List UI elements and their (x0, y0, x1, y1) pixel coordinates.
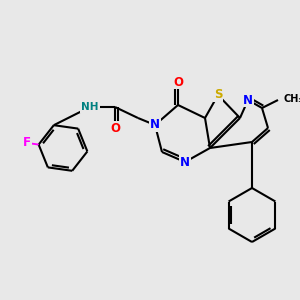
Text: O: O (173, 76, 183, 88)
Text: O: O (110, 122, 120, 134)
Text: NH: NH (81, 102, 99, 112)
Text: F: F (23, 136, 32, 149)
Text: S: S (214, 88, 222, 101)
Text: CH₃: CH₃ (284, 94, 300, 103)
Text: N: N (150, 118, 160, 131)
Text: N: N (243, 94, 253, 106)
Text: N: N (180, 155, 190, 169)
